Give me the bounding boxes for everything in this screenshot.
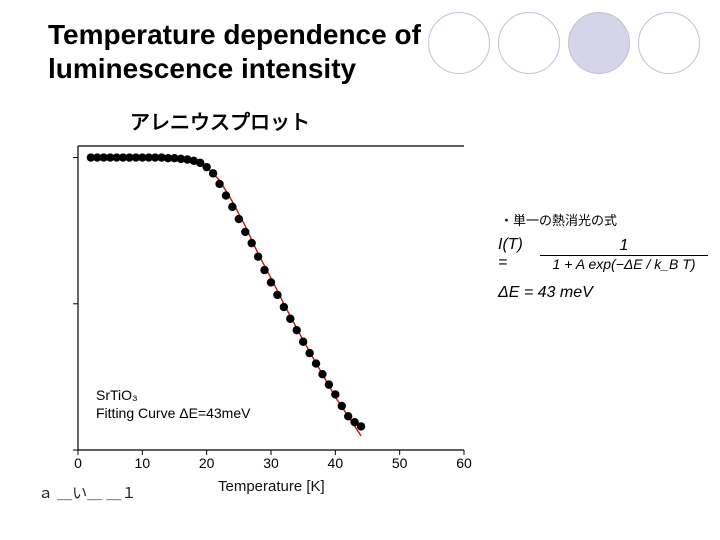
decor-circle-filled: [568, 12, 630, 74]
chart-container: 0 10 20 30 40 50 60 SrTiO₃ Fitting Curve ΔE=43…: [40, 140, 480, 480]
decor-circle: [638, 12, 700, 74]
svg-text:60: 60: [456, 455, 472, 471]
eq-delta-e: ΔE = 43 meV: [498, 284, 708, 302]
svg-text:40: 40: [328, 455, 344, 471]
chart-subtitle: アレニウスプロット: [130, 106, 310, 135]
legend-sample: SrTiO₃: [96, 386, 250, 404]
svg-text:10: 10: [135, 455, 151, 471]
y-axis-broken-text: ａ ＿い＿ ＿１: [38, 482, 136, 503]
title-line1: Temperature dependence ofluminescence in…: [48, 19, 421, 84]
decor-circle: [428, 12, 490, 74]
x-axis-label: Temperature [K]: [218, 478, 325, 495]
svg-text:0: 0: [74, 455, 82, 471]
chart-legend: SrTiO₃ Fitting Curve ΔE=43meV: [96, 386, 250, 422]
slide-title: Temperature dependence ofluminescence in…: [48, 18, 421, 85]
eq-denominator: 1 + A exp(−ΔE / k_B T): [553, 256, 696, 272]
equation-block: I(T) = 1 1 + A exp(−ΔE / k_B T) ΔE = 43 …: [498, 236, 708, 302]
equation-main: I(T) = 1 1 + A exp(−ΔE / k_B T): [498, 236, 708, 272]
equation-note: ・単一の熱消光の式: [500, 210, 617, 229]
decor-circles: [428, 12, 700, 74]
decor-circle: [498, 12, 560, 74]
legend-fit: Fitting Curve ΔE=43meV: [96, 404, 250, 422]
svg-text:50: 50: [392, 455, 408, 471]
svg-text:30: 30: [263, 455, 279, 471]
eq-numerator: 1: [616, 237, 633, 255]
arrhenius-plot: 0 10 20 30 40 50 60: [68, 140, 478, 480]
eq-lhs: I(T) =: [498, 236, 534, 272]
svg-text:20: 20: [199, 455, 215, 471]
